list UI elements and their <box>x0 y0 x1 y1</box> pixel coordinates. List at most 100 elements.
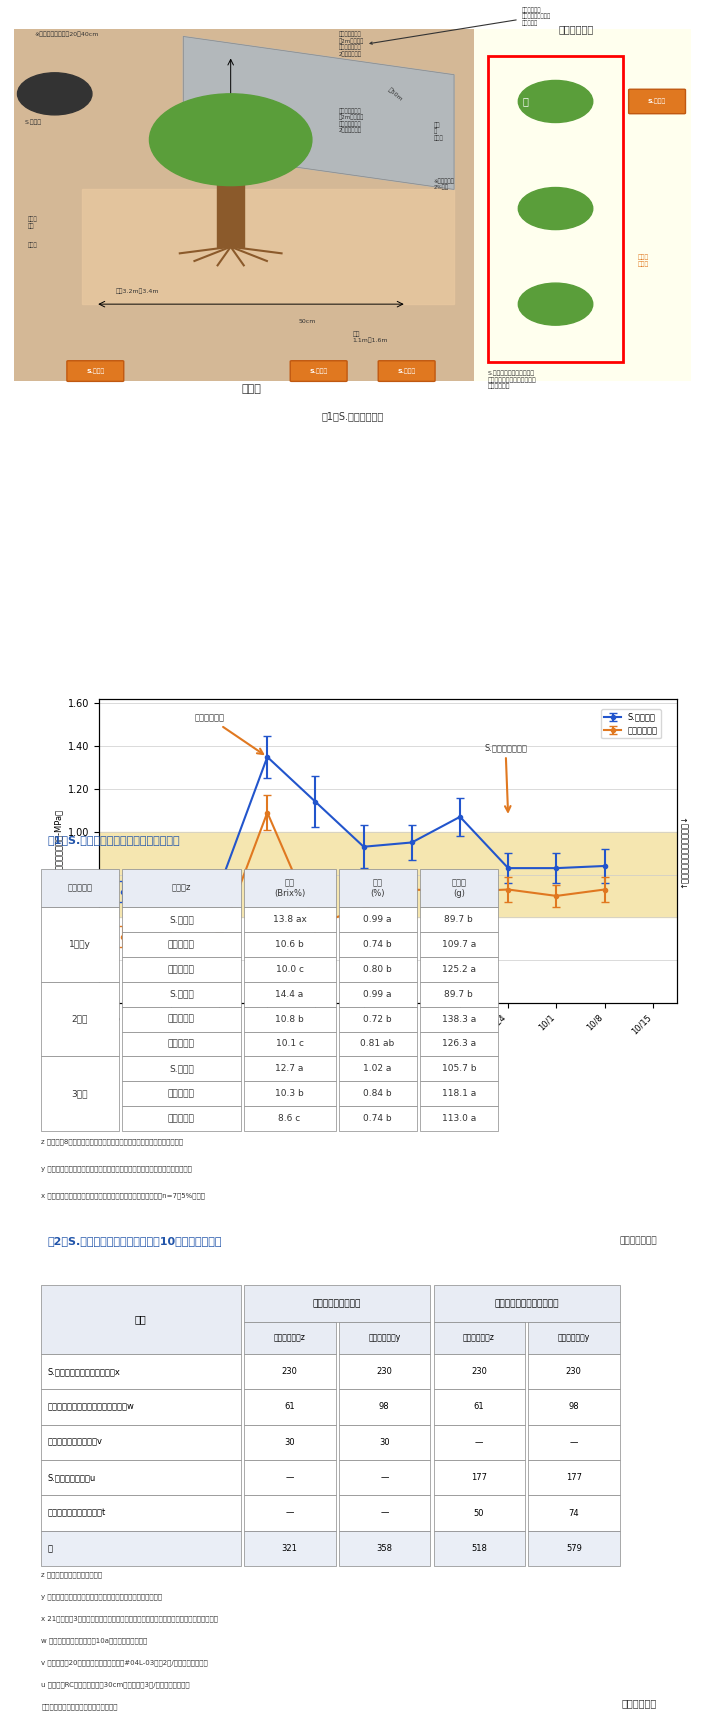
Text: —: — <box>380 1473 388 1482</box>
FancyBboxPatch shape <box>420 958 498 982</box>
FancyBboxPatch shape <box>339 1530 430 1567</box>
Text: 8.6 c: 8.6 c <box>278 1114 301 1123</box>
Text: 50cm: 50cm <box>298 319 316 324</box>
FancyBboxPatch shape <box>244 907 336 932</box>
FancyBboxPatch shape <box>123 982 241 1006</box>
FancyBboxPatch shape <box>434 1353 525 1390</box>
Text: 12.7 a: 12.7 a <box>276 1064 304 1074</box>
Text: 目安
1.1m～1.6m: 目安 1.1m～1.6m <box>352 331 388 344</box>
Text: 酸度
(%): 酸度 (%) <box>370 878 385 897</box>
FancyBboxPatch shape <box>244 1424 336 1461</box>
Text: 地表面
直管: 地表面 直管 <box>27 217 37 229</box>
FancyBboxPatch shape <box>244 869 336 907</box>
FancyBboxPatch shape <box>41 1390 241 1424</box>
Text: 30: 30 <box>284 1438 295 1447</box>
Text: 好適レベル: 好適レベル <box>83 873 109 881</box>
Legend: S.マルチ区, 従来マルチ区: S.マルチ区, 従来マルチ区 <box>601 710 661 739</box>
Text: 0.74 b: 0.74 b <box>363 940 392 949</box>
Text: マルチなし: マルチなし <box>168 965 195 973</box>
Circle shape <box>518 187 593 229</box>
Text: w 現地実証圃の工事費用を10a当たりに換算した額: w 現地実証圃の工事費用を10a当たりに換算した額 <box>41 1638 147 1645</box>
Text: z 導入時に8年生「上野早生」を供試、圃場条件はいずれの処理区も同一: z 導入時に8年生「上野早生」を供試、圃場条件はいずれの処理区も同一 <box>41 1138 183 1145</box>
FancyBboxPatch shape <box>378 361 435 382</box>
Text: 0.99 a: 0.99 a <box>363 989 392 999</box>
Text: x 21タイプを3日間レンタルした場合の概算額（健管レンタル社のホームページを参考）: x 21タイプを3日間レンタルした場合の概算額（健管レンタル社のホームページを参… <box>41 1615 218 1622</box>
Text: 目安3.2m～3.4m: 目安3.2m～3.4m <box>116 288 159 293</box>
FancyBboxPatch shape <box>339 1006 417 1032</box>
FancyBboxPatch shape <box>339 1390 430 1424</box>
Text: 処理区z: 処理区z <box>171 883 191 892</box>
FancyBboxPatch shape <box>123 1057 241 1081</box>
Text: S.シートは列単位でマルチ
シートの内側に納まるように
埋設します。: S.シートは列単位でマルチ シートの内側に納まるように 埋設します。 <box>488 371 537 389</box>
FancyBboxPatch shape <box>244 1390 336 1424</box>
FancyBboxPatch shape <box>434 1390 525 1424</box>
Text: 61: 61 <box>474 1402 484 1412</box>
FancyBboxPatch shape <box>434 1424 525 1461</box>
FancyBboxPatch shape <box>244 1286 430 1322</box>
Text: —: — <box>286 1509 294 1518</box>
Text: S.シート: S.シート <box>398 368 416 373</box>
FancyBboxPatch shape <box>529 1322 620 1353</box>
FancyBboxPatch shape <box>41 1057 119 1131</box>
Text: 230: 230 <box>566 1367 582 1376</box>
Text: S.シート: S.シート <box>648 99 666 104</box>
Text: 業者が施工した場合: 業者が施工した場合 <box>313 1300 361 1308</box>
FancyBboxPatch shape <box>529 1530 620 1567</box>
FancyBboxPatch shape <box>123 958 241 982</box>
FancyBboxPatch shape <box>420 932 498 958</box>
Text: ～50m: ～50m <box>386 87 403 102</box>
FancyBboxPatch shape <box>123 907 241 932</box>
FancyBboxPatch shape <box>339 982 417 1006</box>
FancyBboxPatch shape <box>244 1496 336 1530</box>
Text: 321: 321 <box>281 1544 298 1553</box>
FancyBboxPatch shape <box>244 1530 336 1567</box>
Text: 10.6 b: 10.6 b <box>275 940 304 949</box>
Text: z 小売価格をもとにした概算額: z 小売価格をもとにした概算額 <box>41 1572 102 1577</box>
FancyBboxPatch shape <box>339 958 417 982</box>
Text: マルチシートは
幅2mを使用し
主幹部パイプで
2枚を合わせる: マルチシートは 幅2mを使用し 主幹部パイプで 2枚を合わせる <box>339 31 364 57</box>
Text: S.マルチ: S.マルチ <box>169 914 194 925</box>
Text: S.シート埋設工事u: S.シート埋設工事u <box>48 1473 96 1482</box>
Circle shape <box>518 283 593 324</box>
Text: 図2　S.マルチが樹体の乾燥ストレスに及ぼす影響
　　　　8年生「上野早生」（n=5）: 図2 S.マルチが樹体の乾燥ストレスに及ぼす影響 8年生「上野早生」（n=5） <box>283 762 422 782</box>
FancyBboxPatch shape <box>14 29 691 380</box>
Text: パイプ: パイプ <box>27 243 37 248</box>
Text: 従来マルチ: 従来マルチ <box>168 1015 195 1024</box>
FancyBboxPatch shape <box>474 29 691 380</box>
Text: かん水チューブ敷設工事t: かん水チューブ敷設工事t <box>48 1509 106 1518</box>
Text: かん水チューブおよびその関連資材w: かん水チューブおよびその関連資材w <box>48 1402 135 1412</box>
FancyBboxPatch shape <box>244 1081 336 1107</box>
Text: S.マルチのみ灌水: S.マルチのみ灌水 <box>484 744 527 812</box>
FancyBboxPatch shape <box>41 907 119 982</box>
Text: 89.7 b: 89.7 b <box>444 989 473 999</box>
Text: 177: 177 <box>471 1473 487 1482</box>
FancyBboxPatch shape <box>339 1424 430 1461</box>
Text: 通路
兼
排水路: 通路 兼 排水路 <box>434 121 443 141</box>
Text: 点滴チューブy: 点滴チューブy <box>558 1334 590 1343</box>
Text: 断面図: 断面図 <box>241 383 261 394</box>
Text: 糖度
(Brix%): 糖度 (Brix%) <box>274 878 305 897</box>
Circle shape <box>518 80 593 123</box>
Text: 10.8 b: 10.8 b <box>275 1015 304 1024</box>
FancyBboxPatch shape <box>434 1530 525 1567</box>
FancyBboxPatch shape <box>244 1107 336 1131</box>
Text: 果実重
(g): 果実重 (g) <box>451 878 466 897</box>
Y-axis label: ↑強い　乾燥ストレス　強い↓: ↑強い 乾燥ストレス 強い↓ <box>680 814 689 888</box>
FancyBboxPatch shape <box>420 1006 498 1032</box>
FancyBboxPatch shape <box>420 982 498 1006</box>
Text: 14.4 a: 14.4 a <box>276 989 304 999</box>
FancyBboxPatch shape <box>339 1353 430 1390</box>
Text: 0.80 b: 0.80 b <box>363 965 392 973</box>
FancyBboxPatch shape <box>123 1006 241 1032</box>
FancyBboxPatch shape <box>41 869 119 907</box>
Text: 10.3 b: 10.3 b <box>275 1090 304 1098</box>
Text: S.シート: S.シート <box>309 368 328 373</box>
FancyBboxPatch shape <box>434 1461 525 1496</box>
Text: 579: 579 <box>566 1544 582 1553</box>
FancyBboxPatch shape <box>244 1057 336 1081</box>
Text: 0.84 b: 0.84 b <box>363 1090 392 1098</box>
Text: 0.72 b: 0.72 b <box>363 1015 392 1024</box>
Text: 0.81 ab: 0.81 ab <box>360 1039 395 1048</box>
Text: 30: 30 <box>379 1438 390 1447</box>
FancyBboxPatch shape <box>123 1081 241 1107</box>
